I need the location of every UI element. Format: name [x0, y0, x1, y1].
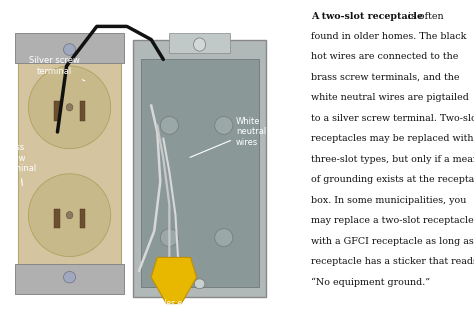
Text: may replace a two-slot receptacle: may replace a two-slot receptacle	[311, 216, 474, 225]
Text: receptacles may be replaced with: receptacles may be replaced with	[311, 134, 474, 143]
Text: with a GFCI receptacle as long as the: with a GFCI receptacle as long as the	[311, 237, 474, 246]
Bar	[169, 33, 230, 53]
Text: hot wires are connected to the: hot wires are connected to the	[311, 52, 458, 61]
Text: three-slot types, but only if a means: three-slot types, but only if a means	[311, 155, 474, 164]
Text: White
neutral
wires: White neutral wires	[190, 117, 266, 157]
Ellipse shape	[28, 66, 111, 149]
Text: box. In some municipalities, you: box. In some municipalities, you	[311, 196, 466, 205]
Text: receptacle has a sticker that reads: receptacle has a sticker that reads	[311, 257, 474, 266]
Bar	[133, 40, 266, 297]
Text: found in older homes. The black: found in older homes. The black	[311, 32, 466, 41]
Bar	[15, 264, 124, 294]
Polygon shape	[151, 257, 197, 304]
Ellipse shape	[160, 229, 178, 247]
Text: Black hot wire: Black hot wire	[67, 4, 137, 28]
Bar	[141, 59, 258, 287]
Ellipse shape	[215, 116, 233, 134]
Bar	[18, 40, 121, 290]
Text: Brass
screw
terminal: Brass screw terminal	[1, 144, 37, 185]
Text: A two-slot receptacle: A two-slot receptacle	[311, 12, 423, 20]
Text: Two cables entering the box
indicates middle-of-run wiring: Two cables entering the box indicates mi…	[130, 299, 245, 318]
Text: “No equipment ground.”: “No equipment ground.”	[311, 278, 430, 287]
Text: Silver screw
terminal: Silver screw terminal	[29, 56, 85, 81]
Ellipse shape	[215, 229, 233, 247]
Bar	[54, 101, 60, 120]
Ellipse shape	[66, 104, 73, 111]
Ellipse shape	[194, 279, 205, 289]
Bar	[80, 209, 85, 228]
Ellipse shape	[160, 116, 178, 134]
Ellipse shape	[28, 174, 111, 256]
Ellipse shape	[64, 271, 76, 283]
Ellipse shape	[66, 212, 73, 219]
Bar	[15, 33, 124, 63]
Bar	[80, 101, 85, 120]
Text: to a silver screw terminal. Two-slot: to a silver screw terminal. Two-slot	[311, 114, 474, 123]
Ellipse shape	[193, 38, 206, 51]
Text: white neutral wires are pigtailed: white neutral wires are pigtailed	[311, 93, 469, 102]
Text: of grounding exists at the receptacle: of grounding exists at the receptacle	[311, 175, 474, 184]
Text: is often: is often	[404, 12, 443, 20]
Bar	[54, 209, 60, 228]
Text: brass screw terminals, and the: brass screw terminals, and the	[311, 73, 459, 82]
Ellipse shape	[64, 44, 76, 55]
